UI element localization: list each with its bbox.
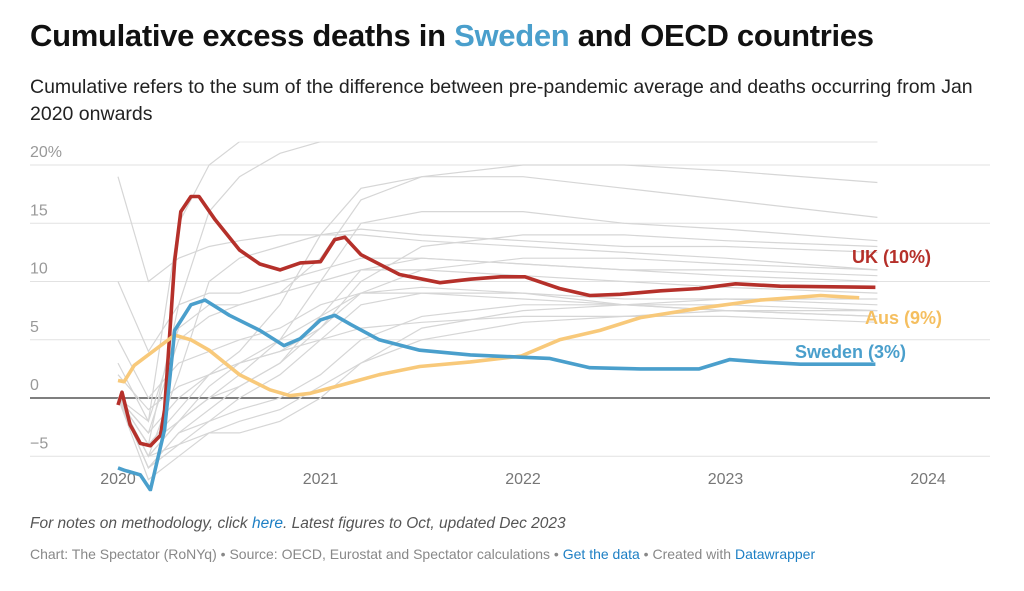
line-chart: 20% 15 10 5 0 −5 2020 2021 2022 2023 2024 UK (10%)… — [30, 141, 990, 492]
highlighted-lines — [116, 194, 876, 492]
title-suffix: and OECD countries — [569, 18, 874, 53]
other-country-line — [117, 310, 878, 434]
x-tick-label: 2023 — [708, 471, 744, 488]
y-tick-label: 0 — [30, 377, 39, 394]
series-labels: UK (10%) Aus (9%) Sweden (3%) — [795, 247, 942, 362]
get-the-data-link[interactable]: Get the data — [562, 546, 640, 562]
title-highlight-sweden: Sweden — [454, 18, 570, 53]
title-prefix: Cumulative excess deaths in — [30, 18, 455, 53]
other-country-line — [117, 269, 878, 423]
other-country-line — [117, 164, 878, 435]
sweden-label: Sweden (3%) — [795, 342, 906, 362]
x-tick-label: 2020 — [100, 471, 136, 488]
other-country-line — [117, 304, 878, 470]
x-tick-label: 2022 — [505, 471, 541, 488]
x-tick-label: 2024 — [910, 471, 946, 488]
uk-label: UK (10%) — [852, 247, 931, 267]
chart-title: Cumulative excess deaths in Sweden and O… — [30, 18, 874, 54]
methodology-link[interactable]: here — [252, 515, 284, 532]
y-tick-label: −5 — [30, 435, 48, 452]
datawrapper-link[interactable]: Datawrapper — [734, 546, 816, 562]
other-country-line — [117, 292, 878, 400]
source-line: Chart: The Spectator (RoNYq) • Source: O… — [30, 546, 815, 562]
source-prefix: Chart: The Spectator (RoNYq) • Source: O… — [30, 546, 563, 562]
other-country-line — [117, 298, 878, 469]
aus-label: Aus (9%) — [865, 308, 942, 328]
y-tick-label: 15 — [30, 202, 48, 219]
y-tick-label: 20% — [30, 144, 62, 161]
uk-line — [116, 194, 876, 448]
other-country-line — [117, 257, 878, 411]
methodology-note: For notes on methodology, click here. La… — [30, 515, 566, 533]
x-tick-label: 2021 — [303, 471, 339, 488]
aus-line — [117, 293, 860, 398]
notes-prefix: For notes on methodology, click — [30, 515, 252, 532]
source-middle: • Created with — [639, 546, 735, 562]
y-tick-label: 10 — [30, 261, 48, 278]
other-country-line — [117, 234, 878, 458]
chart-subtitle: Cumulative refers to the sum of the diff… — [30, 76, 973, 125]
y-tick-label: 5 — [30, 319, 39, 336]
notes-suffix: . Latest figures to Oct, updated Dec 202… — [283, 515, 566, 532]
sweden-line — [117, 298, 876, 492]
other-country-line — [117, 234, 878, 458]
other-countries-lines — [117, 141, 878, 481]
gridlines: 20% 15 10 5 0 −5 2020 2021 2022 2023 2024 — [30, 144, 990, 488]
